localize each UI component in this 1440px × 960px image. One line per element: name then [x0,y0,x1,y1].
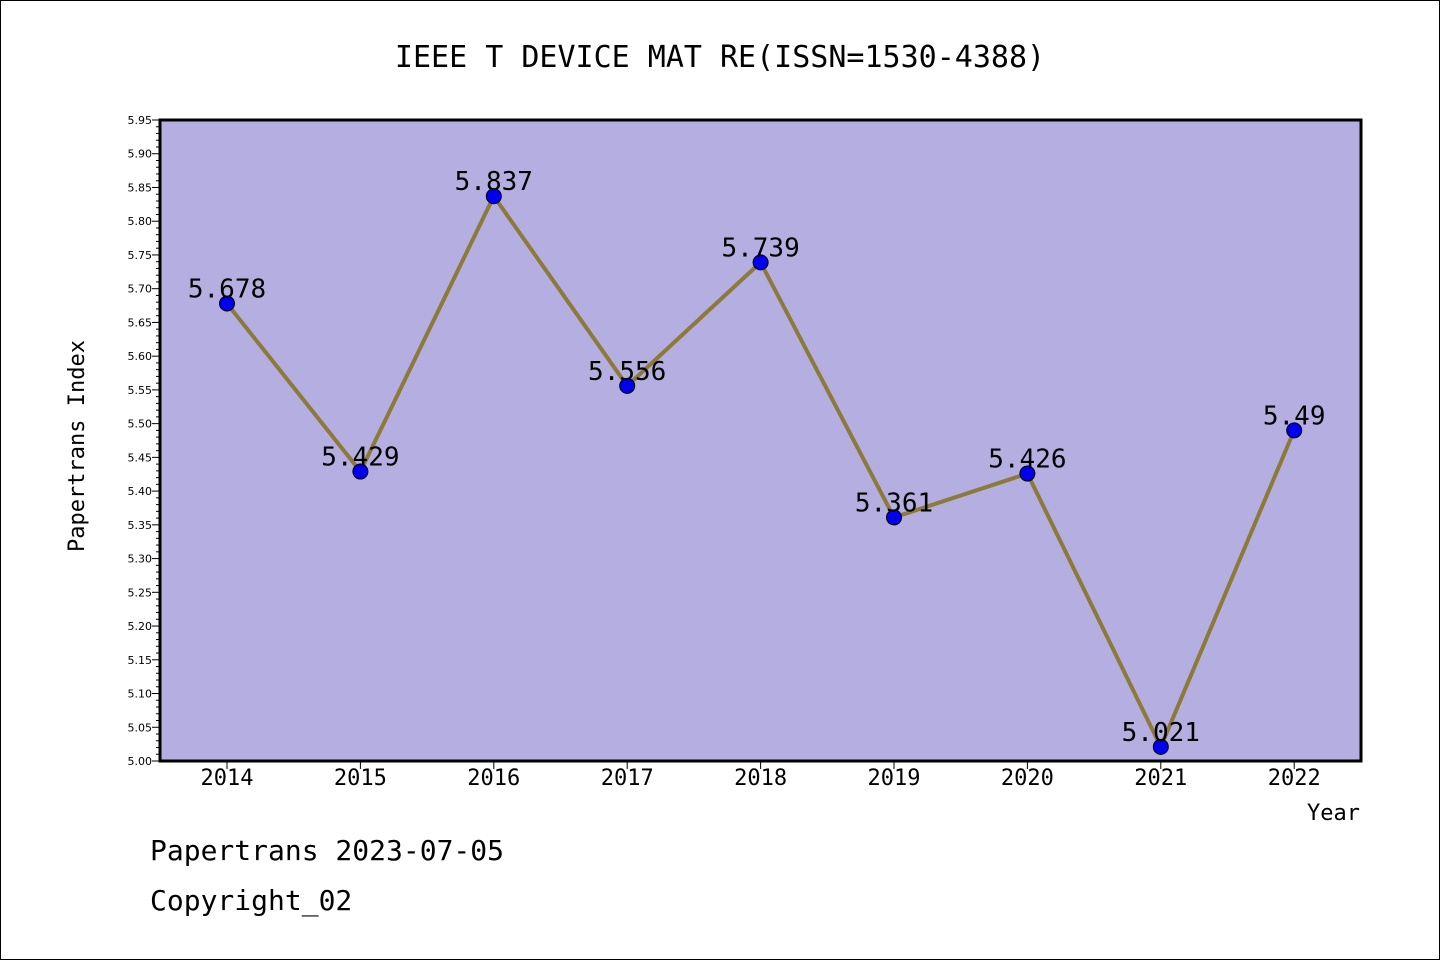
y-tick-label: 5.85 [128,181,153,194]
data-labels: 5.678 5.429 5.837 5.556 5.739 5.361 5.426 5.021… [188,167,1326,748]
y-tick-label: 5.70 [128,283,153,296]
data-point [619,377,636,394]
data-label: 5.429 [321,443,399,473]
x-axis-title: Year [1307,801,1360,826]
y-tick-label: 5.75 [128,249,153,262]
data-point [886,509,902,526]
y-tick-label: 5.40 [128,485,153,498]
y-tick-label: 5.35 [128,519,153,532]
y-axis: 5.00 5.05 5.10 5.15 5.20 5.25 5.30 5.35 5.40 5.45… [128,114,160,768]
data-point [352,463,369,480]
y-tick-label: 5.30 [128,553,153,566]
y-tick-label: 5.25 [128,586,153,599]
data-point [1019,465,1036,482]
x-tick-label: 2017 [601,766,654,791]
data-point [1286,422,1303,439]
y-tick-label: 5.95 [128,114,153,127]
x-tick-label: 2022 [1268,766,1321,791]
y-tick-label: 5.80 [128,215,153,228]
x-tick-label: 2016 [467,766,520,791]
data-label: 5.361 [855,488,933,518]
x-tick-label: 2015 [334,766,387,791]
data-label: 5.678 [188,275,266,305]
plot-area [158,118,1363,763]
data-point [485,188,502,205]
x-axis: 2014 2015 2016 2017 2018 2019 2020 2021 2022 [201,761,1321,791]
data-label: 5.426 [988,445,1066,475]
y-tick-label: 5.50 [128,418,153,431]
y-tick-label: 5.45 [128,451,153,464]
data-label: 5.837 [455,167,533,197]
data-point [1152,738,1169,755]
y-tick-label: 5.15 [128,654,153,667]
x-tick-label: 2020 [1001,766,1054,791]
x-tick-label: 2018 [734,766,787,791]
data-label: 5.556 [588,357,666,387]
series-group [219,188,1303,755]
x-tick-label: 2019 [868,766,921,791]
y-tick-label: 5.20 [128,620,153,633]
y-tick-label: 5.90 [128,148,153,161]
y-axis-title: Papertrans Index [65,340,90,552]
data-point [752,254,769,271]
y-tick-label: 5.65 [128,316,153,329]
footer-copyright: Copyright_02 [150,884,353,917]
data-label: 5.739 [721,233,799,263]
chart-title: IEEE T DEVICE MAT RE(ISSN=1530-4388) [395,40,1045,75]
x-tick-label: 2021 [1134,766,1187,791]
footer-date: Papertrans 2023-07-05 [150,834,505,867]
x-tick-label: 2014 [201,766,254,791]
y-tick-label: 5.55 [128,384,153,397]
y-tick-label: 5.00 [128,755,153,768]
y-tick-label: 5.10 [128,688,153,701]
data-label: 5.49 [1263,401,1326,431]
y-tick-label: 5.60 [128,350,153,363]
data-label: 5.021 [1122,718,1200,748]
data-point [219,295,235,312]
y-tick-label: 5.05 [128,721,153,734]
